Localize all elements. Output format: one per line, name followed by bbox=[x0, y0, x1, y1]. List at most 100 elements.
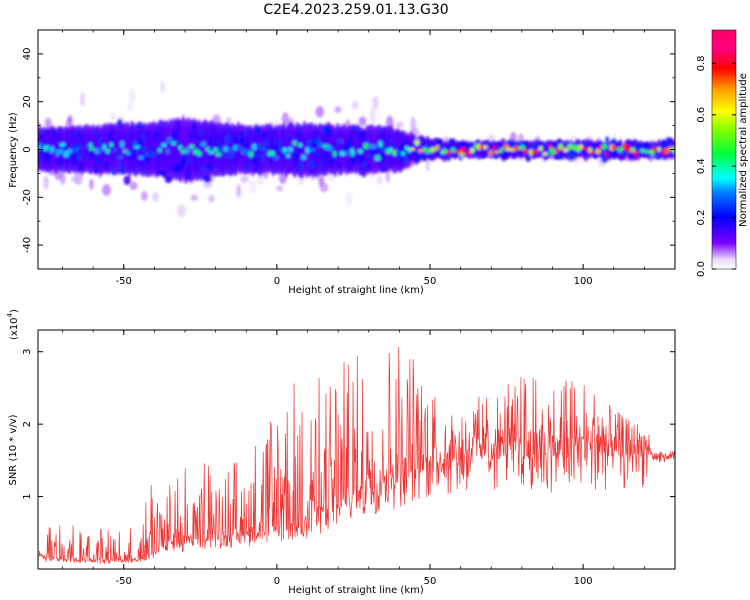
spectrogram-peak-cell bbox=[72, 147, 79, 152]
spectrogram-halo-cell bbox=[369, 108, 376, 124]
spectrogram-peak-cell bbox=[88, 143, 93, 148]
spectrogram-core bbox=[38, 114, 675, 186]
spectrogram-halo-cell bbox=[80, 92, 85, 107]
spectrogram-halo-cell bbox=[89, 178, 94, 190]
spectrogram-peak-cell bbox=[282, 147, 288, 153]
spectrogram-peak-cell bbox=[400, 151, 406, 156]
spectrogram-band-cell bbox=[337, 161, 343, 169]
spectrogram-peak-cell bbox=[345, 150, 350, 155]
spectrogram-halo-cell bbox=[141, 190, 148, 202]
snr-x-label: Height of straight line (km) bbox=[288, 585, 424, 596]
spectrogram-halo-cell bbox=[248, 180, 257, 194]
spectrogram-peak-cell bbox=[395, 149, 400, 155]
spectrogram-peak-cell bbox=[307, 140, 312, 146]
spectrogram-halo-cell bbox=[281, 112, 290, 125]
spectrogram-peak-cell bbox=[446, 150, 451, 156]
spectrogram-peak-cell bbox=[488, 149, 493, 157]
spectrogram-peak-cell bbox=[407, 147, 411, 153]
spectrogram-y-label: Frequency (Hz) bbox=[8, 112, 19, 188]
spectrogram-halo-cell bbox=[177, 204, 186, 218]
spectrogram-peak-cell bbox=[479, 145, 484, 149]
spectrogram-halo-cell bbox=[372, 95, 379, 110]
spectrogram-peak-cell bbox=[621, 143, 626, 150]
spectrogram-peak-cell bbox=[292, 140, 298, 146]
spectrogram-peak-cell bbox=[374, 155, 381, 161]
snr-x-tick-label: 50 bbox=[424, 576, 437, 587]
spectrogram-band-cell bbox=[207, 163, 212, 171]
spectrogram-peak-cell bbox=[233, 145, 238, 151]
spectrogram-peak-cell bbox=[200, 141, 206, 147]
spectrogram-peak-cell bbox=[75, 156, 82, 159]
spectrogram-peak-cell bbox=[213, 147, 219, 152]
spectrogram-peak-cell bbox=[604, 152, 609, 156]
spectrogram-peak-cell bbox=[441, 148, 448, 154]
spectrogram-peak-cell bbox=[414, 139, 420, 146]
spectrogram-peak-cell bbox=[88, 147, 95, 151]
snr-scale-close: ) bbox=[9, 309, 20, 313]
spectrogram-halo-cell bbox=[160, 81, 165, 93]
spectrogram-peak-cell bbox=[126, 151, 131, 156]
spectrogram-peak-cell bbox=[252, 143, 257, 151]
spectrogram-halo-cell bbox=[385, 168, 391, 183]
spectrogram-halo-cell bbox=[319, 182, 329, 193]
spectrogram-peak-cell bbox=[197, 151, 202, 156]
spectrogram-peak-cell bbox=[610, 145, 618, 150]
spectrogram-peak-cell bbox=[563, 147, 569, 153]
spectrogram-y-tick-label: 0 bbox=[22, 146, 33, 152]
spectrogram-peak-cell bbox=[120, 140, 125, 148]
spectrogram-peak-cell bbox=[165, 148, 170, 154]
spectrogram-x-tick-label: -50 bbox=[116, 276, 132, 287]
spectrogram-peak-cell bbox=[624, 144, 631, 151]
spectrogram-peak-cell bbox=[217, 146, 224, 152]
spectrogram-y-axis: -40 -20 0 20 40 bbox=[22, 29, 675, 270]
spectrogram-peak-cell bbox=[189, 144, 195, 149]
spectrogram-peak-cell bbox=[370, 144, 377, 150]
spectrogram-peak-cell bbox=[288, 147, 293, 153]
snr-panel: 1 2 3 -50 0 50 100 Height of straight line (k… bbox=[6, 309, 676, 596]
spectrogram-peak-cell bbox=[664, 147, 670, 154]
spectrogram-band-cell bbox=[78, 163, 84, 171]
spectrogram-peak-cell bbox=[357, 149, 363, 154]
spectrogram-peak-cell bbox=[558, 143, 564, 150]
spectrogram-peak-cell bbox=[240, 148, 247, 155]
spectrogram-peak-cell bbox=[617, 146, 623, 153]
spectrogram-peak-cell bbox=[63, 150, 69, 158]
spectrogram-peak-cell bbox=[337, 139, 344, 143]
spectrogram-peak-cell bbox=[85, 144, 89, 149]
snr-x-tick-label: -50 bbox=[116, 576, 132, 587]
colorbar-label: Normalized spectral amplitude bbox=[738, 73, 749, 227]
spectrogram-peak-cell bbox=[469, 147, 475, 154]
spectrogram-band-cell bbox=[449, 138, 456, 145]
spectrogram-halo-cell bbox=[43, 175, 49, 190]
spectrogram-peak-cell bbox=[305, 147, 310, 154]
spectrogram-y-tick-label: -40 bbox=[22, 237, 33, 253]
snr-x-tick-label: 100 bbox=[574, 576, 593, 587]
spectrogram-peak-cell bbox=[277, 145, 283, 151]
spectrogram-halo-cell bbox=[351, 101, 359, 110]
spectrogram-peak-cell bbox=[67, 149, 73, 154]
spectrogram-halo-cell bbox=[129, 181, 138, 191]
spectrogram-peak-cell bbox=[97, 149, 103, 153]
spectrogram-halo-cell bbox=[376, 175, 383, 185]
spectrogram-peak-cell bbox=[215, 152, 222, 157]
spectrogram-halo-cell bbox=[68, 114, 73, 124]
spectrogram-peak-cell bbox=[332, 151, 337, 157]
spectrogram-peak-cell bbox=[263, 141, 269, 146]
spectrogram-peak-cell bbox=[350, 150, 355, 157]
spectrogram-x-axis: -50 0 50 100 bbox=[62, 30, 676, 287]
spectrogram-halo-cell bbox=[203, 181, 213, 189]
spectrogram-peak-cell bbox=[236, 146, 242, 150]
spectrogram-halo-cell bbox=[396, 121, 404, 129]
spectrogram-peak-cell bbox=[392, 149, 397, 156]
snr-y-axis: 1 2 3 bbox=[22, 349, 675, 500]
spectrogram-halo-cell bbox=[126, 102, 133, 112]
spectrogram-y-tick-label: 20 bbox=[22, 95, 33, 108]
spectrogram-peak-cell bbox=[133, 145, 140, 149]
spectrogram-peak-cell bbox=[248, 151, 254, 158]
spectrogram-peak-cell bbox=[597, 145, 603, 150]
spectrogram-halo-cell bbox=[44, 117, 52, 131]
spectrogram-band-cell bbox=[123, 175, 131, 186]
spectrogram-peak-cell bbox=[148, 151, 156, 157]
spectrogram-peak-cell bbox=[594, 148, 602, 154]
colorbar-ticks: 0.0 0.2 0.4 0.6 0.8 bbox=[696, 55, 736, 277]
